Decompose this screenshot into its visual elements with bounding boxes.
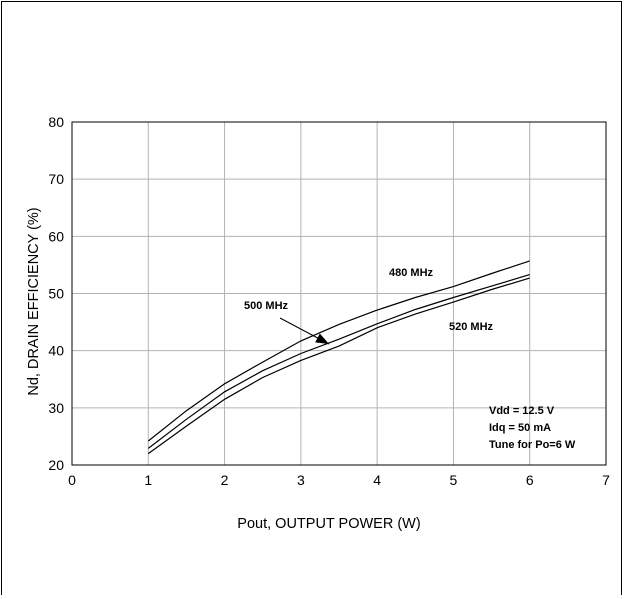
condition-vdd: Vdd = 12.5 V xyxy=(489,405,555,417)
x-tick-label: 6 xyxy=(526,472,534,488)
x-tick-label: 1 xyxy=(144,472,152,488)
plot-area xyxy=(71,121,607,466)
y-tick-label: 20 xyxy=(48,457,64,473)
condition-idq: Idq = 50 mA xyxy=(489,422,551,434)
series-label-480mhz: 480 MHz xyxy=(389,267,434,279)
series-label-500mhz: 500 MHz xyxy=(244,300,289,312)
y-tick-label: 40 xyxy=(48,343,64,359)
series-label-520mhz: 520 MHz xyxy=(449,321,494,333)
series-line-500mhz xyxy=(147,274,530,449)
x-axis-title: Pout, OUTPUT POWER (W) xyxy=(237,516,420,532)
y-tick-label: 80 xyxy=(48,114,64,130)
x-tick-label: 3 xyxy=(297,472,305,488)
series-line-520mhz xyxy=(147,277,530,455)
x-tick-label: 2 xyxy=(221,472,229,488)
x-tick-label: 4 xyxy=(373,472,381,488)
grid xyxy=(71,121,607,466)
y-axis-title: Nd, DRAIN EFFICIENCY (%) xyxy=(26,207,42,395)
x-tick-label: 0 xyxy=(68,472,76,488)
arrow-head-icon xyxy=(315,333,329,344)
y-tick-label: 60 xyxy=(48,228,64,244)
x-tick-label: 7 xyxy=(602,472,610,488)
tick-labels: 0 1 2 3 4 5 6 7 20 30 40 50 60 70 80 xyxy=(48,114,610,488)
y-tick-label: 30 xyxy=(48,400,64,416)
series-line-480mhz xyxy=(147,260,530,442)
y-tick-label: 70 xyxy=(48,171,64,187)
series-lines xyxy=(147,260,530,455)
x-tick-label: 5 xyxy=(450,472,458,488)
condition-tune: Tune for Po=6 W xyxy=(489,439,576,451)
y-tick-label: 50 xyxy=(48,286,64,302)
